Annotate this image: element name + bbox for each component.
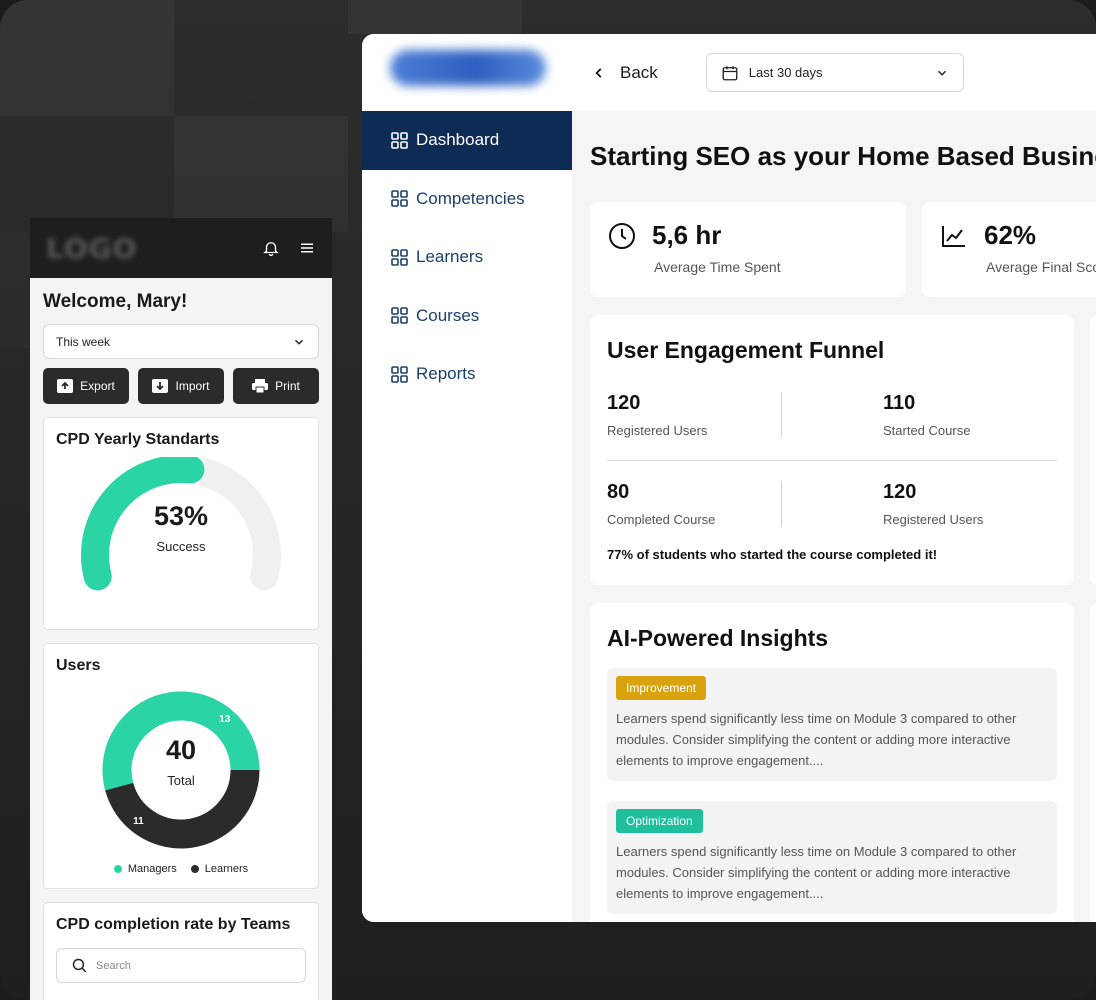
insight-text: Learners spend significantly less time o… <box>616 844 1017 901</box>
engagement-funnel-card: User Engagement Funnel 120 Registered Us… <box>590 315 1074 585</box>
grid-icon <box>391 307 408 325</box>
sidebar-item-label: Reports <box>416 364 476 384</box>
gauge-fill <box>81 455 205 591</box>
grid-icon <box>391 248 408 266</box>
chevron-left-icon <box>595 67 602 78</box>
grid-icon <box>391 131 408 149</box>
side-card <box>1090 315 1096 585</box>
back-button[interactable]: Back <box>592 63 658 83</box>
sidebar-item-competencies[interactable]: Competencies <box>362 170 572 229</box>
cpd-yearly-card: CPD Yearly Standarts 53% Success <box>43 417 319 630</box>
period-select[interactable]: This week <box>43 324 319 359</box>
sidebar-item-learners[interactable]: Learners <box>362 228 572 287</box>
donut-segment-managers <box>102 691 260 791</box>
legend-learners: Learners <box>190 863 248 875</box>
sidebar-item-label: Learners <box>416 247 484 267</box>
period-value: This week <box>56 334 111 349</box>
sidebar-nav: Dashboard Competencies Learners Courses … <box>362 111 572 404</box>
donut-segment-learners <box>105 769 260 849</box>
sidebar-item-label: Dashboard <box>416 130 500 150</box>
sidebar-item-courses[interactable]: Courses <box>362 287 572 346</box>
donut-label-learners: 11 <box>133 816 144 828</box>
funnel-metric: 120 Registered Users <box>781 481 1057 527</box>
improvement-badge: Improvement <box>616 676 707 700</box>
mobile-logo: LOGO <box>46 231 138 265</box>
divider <box>607 460 1057 461</box>
brand-logo <box>390 50 546 86</box>
funnel-metric: 80 Completed Course <box>607 481 716 527</box>
stat-value: 62% <box>984 220 1037 250</box>
cpd-teams-card: CPD completion rate by Teams Search <box>43 902 319 1000</box>
bg-tile <box>174 116 348 232</box>
sidebar-item-label: Courses <box>416 305 480 325</box>
date-range-select[interactable]: Last 30 days <box>705 53 964 92</box>
side-card <box>1090 603 1096 922</box>
users-card: Users 13 11 40 Total Managers Learners <box>43 643 319 889</box>
mobile-dashboard: LOGO Welcome, Mary! This week Export Imp… <box>30 218 332 1000</box>
grid-icon <box>391 365 408 383</box>
welcome-heading: Welcome, Mary! <box>43 291 188 312</box>
main-content: Back Last 30 days Starting SEO as your H… <box>572 34 1096 922</box>
print-icon <box>252 379 269 393</box>
sidebar-item-reports[interactable]: Reports <box>362 345 572 404</box>
success-gauge: 53% Success <box>71 455 291 597</box>
optimization-badge: Optimization <box>616 809 703 833</box>
insight-text: Learners spend significantly less time o… <box>616 711 1017 768</box>
import-button[interactable]: Import <box>138 368 224 404</box>
donut-total: 40 <box>165 735 197 765</box>
funnel-metric: 120 Registered Users <box>607 392 708 438</box>
insight-item: Improvement Learners spend significantly… <box>607 668 1057 781</box>
gauge-label: Success <box>156 539 206 554</box>
insights-title: AI-Powered Insights <box>607 625 829 651</box>
insight-item: Optimization Learners spend significantl… <box>607 801 1057 914</box>
bg-tile <box>348 0 522 34</box>
users-donut: 13 11 40 Total <box>96 685 266 855</box>
print-button[interactable]: Print <box>233 368 319 404</box>
legend-managers: Managers <box>113 863 177 875</box>
search-icon <box>72 958 87 973</box>
users-card-title: Users <box>56 657 101 674</box>
sidebar-item-dashboard[interactable]: Dashboard <box>362 111 572 170</box>
funnel-note: 77% of students who started the course c… <box>607 547 938 562</box>
mobile-header: LOGO <box>30 218 332 278</box>
desktop-dashboard: Dashboard Competencies Learners Courses … <box>362 34 1096 922</box>
topbar: Back Last 30 days <box>572 34 1096 111</box>
cpd-card-title: CPD Yearly Standarts <box>56 431 220 448</box>
teams-search-input[interactable]: Search <box>56 948 306 983</box>
export-label: Export <box>80 379 115 393</box>
sidebar-item-label: Competencies <box>416 188 525 208</box>
funnel-metric: 110 Started Course <box>781 392 1057 438</box>
teams-card-title: CPD completion rate by Teams <box>56 916 291 933</box>
import-icon <box>152 379 169 393</box>
page-title: Starting SEO as your Home Based Business <box>590 141 1096 171</box>
trend-chart-icon <box>942 225 965 247</box>
sidebar: Dashboard Competencies Learners Courses … <box>362 34 572 922</box>
bell-icon[interactable] <box>262 239 280 257</box>
print-label: Print <box>275 379 300 393</box>
stat-value: 5,6 hr <box>652 220 722 250</box>
import-label: Import <box>175 379 210 393</box>
export-icon <box>57 379 74 393</box>
chevron-down-icon <box>294 339 304 345</box>
donut-label-managers: 13 <box>219 713 231 725</box>
stat-card-time: 5,6 hr Average Time Spent <box>590 202 906 297</box>
gauge-value: 53% <box>153 501 209 531</box>
bg-tile <box>0 0 174 116</box>
stat-label: Average Time Spent <box>654 259 781 275</box>
calendar-icon <box>722 65 738 80</box>
date-range-value: Last 30 days <box>748 65 823 80</box>
stat-card-score: 62% Average Final Score <box>922 202 1096 297</box>
donut-total-label: Total <box>167 773 195 788</box>
search-placeholder: Search <box>96 959 131 972</box>
back-label: Back <box>620 62 658 82</box>
funnel-title: User Engagement Funnel <box>607 337 885 363</box>
stat-label: Average Final Score <box>986 259 1096 275</box>
export-button[interactable]: Export <box>43 368 129 404</box>
donut-legend: Managers Learners <box>56 863 306 875</box>
ai-insights-card: AI-Powered Insights Improvement Learners… <box>590 603 1074 922</box>
hamburger-menu-icon[interactable] <box>298 239 316 257</box>
chevron-down-icon <box>937 70 946 76</box>
clock-icon <box>609 222 635 249</box>
grid-icon <box>391 190 408 208</box>
